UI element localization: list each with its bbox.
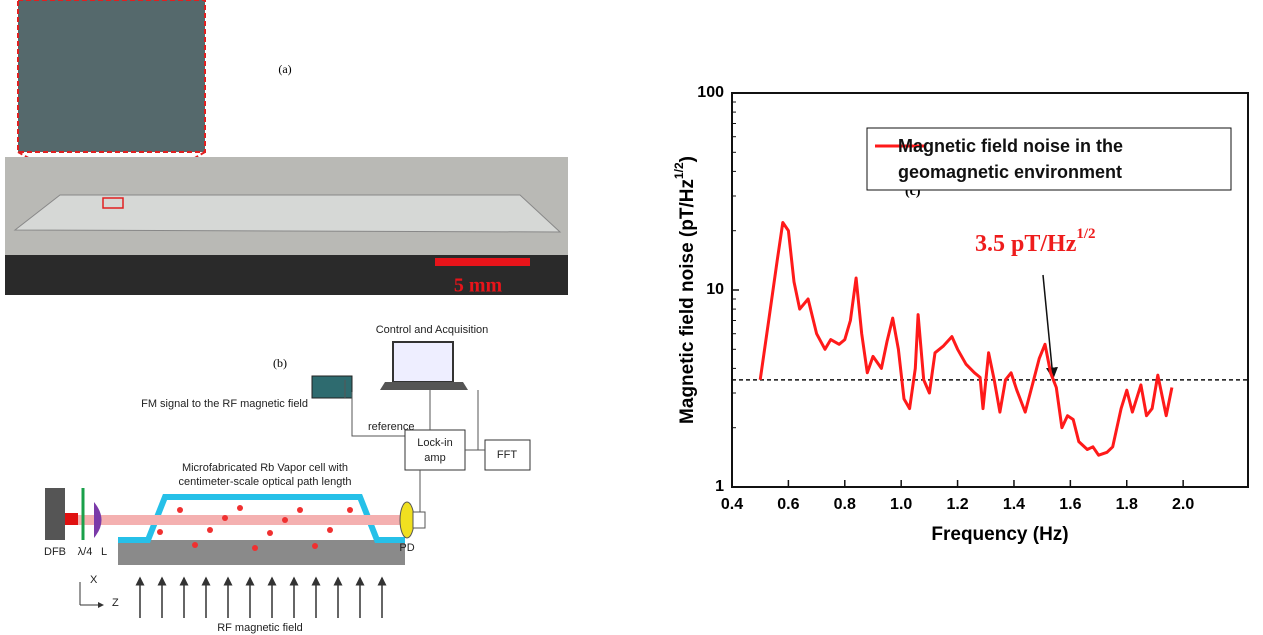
y-tick-label: 10	[706, 281, 724, 298]
y-tick-label: 100	[697, 84, 724, 101]
annotation-text: 3.5 pT/Hz	[975, 231, 1077, 257]
annotation: 3.5 pT/Hz1/2	[975, 226, 1096, 256]
diagram-label: FM signal to the RF magnetic field	[141, 398, 308, 410]
x-axis-label: Frequency (Hz)	[931, 524, 1068, 545]
x-tick-label: 1.6	[1059, 496, 1081, 513]
photodiode	[399, 501, 415, 539]
cell-glass	[118, 494, 405, 543]
wire	[412, 390, 485, 521]
legend-label: Magnetic field noise in the geomagnetic …	[898, 136, 1124, 182]
diagram-label: Control and Acquisition	[376, 324, 489, 336]
legend	[866, 127, 1232, 191]
wire	[344, 380, 405, 437]
legend-box	[866, 127, 1232, 191]
axes-icon	[79, 582, 103, 605]
y-tick-label: 1	[715, 478, 724, 495]
scale-bar-label: 5 mm	[454, 275, 503, 297]
x-tick-label: 1.8	[1116, 496, 1138, 513]
substrate	[118, 540, 405, 565]
x-tick-label: 1.2	[946, 496, 968, 513]
cell-glass	[13, 194, 562, 233]
laptop-base	[380, 382, 468, 390]
diagram-label: RF magnetic field	[217, 622, 303, 634]
diagram-label: λ/4	[78, 546, 93, 558]
lockin-box	[404, 429, 466, 471]
diagram-label: DFB	[44, 546, 66, 558]
data-line	[758, 221, 1174, 457]
y-axis-label-end: )	[677, 156, 698, 162]
lens	[94, 501, 102, 539]
fft-box	[484, 439, 531, 471]
scale-bar	[435, 258, 530, 266]
y-axis-label: Magnetic field noise (pT/Hz1/2)	[672, 156, 698, 424]
diagram-label: centimeter-scale optical path length	[178, 476, 351, 488]
diagram-label: reference	[368, 421, 414, 433]
inset-photo	[18, 0, 205, 152]
x-tick-label: 1.4	[1003, 496, 1025, 513]
laser-output	[65, 513, 78, 525]
x-tick-label: 1.0	[890, 496, 912, 513]
diagram-label: amp	[424, 452, 445, 464]
laser	[45, 488, 65, 540]
y-axis-label-text: Magnetic field noise (pT/Hz	[677, 179, 698, 424]
photodiode-body	[412, 511, 426, 529]
rf-arrows	[135, 576, 387, 618]
diagram-label: X	[90, 574, 98, 586]
signal-generator	[311, 375, 353, 399]
annotation-sup: 1/2	[1076, 226, 1095, 242]
diagram-label: FFT	[497, 449, 517, 461]
x-tick-label: 0.4	[721, 496, 743, 513]
zoom-region	[102, 197, 124, 209]
inset-border	[17, 0, 206, 153]
annotation-arrow	[1042, 274, 1058, 380]
diagram-label: Lock-in	[417, 437, 452, 449]
y-axis-label-sup: 1/2	[672, 162, 686, 179]
laser-beam	[70, 515, 405, 525]
diagram-label: Z	[112, 597, 119, 609]
diagram-label: PD	[399, 542, 414, 554]
x-tick-label: 2.0	[1172, 496, 1194, 513]
diagram-label: Microfabricated Rb Vapor cell with	[182, 462, 348, 474]
rb-atoms	[157, 505, 353, 551]
diagram-label: L	[101, 546, 107, 558]
laptop-screen	[392, 341, 454, 383]
panel-label: (a)	[278, 62, 291, 76]
panel-label: (b)	[273, 356, 287, 370]
x-tick-label: 0.8	[834, 496, 856, 513]
x-tick-label: 0.6	[777, 496, 799, 513]
